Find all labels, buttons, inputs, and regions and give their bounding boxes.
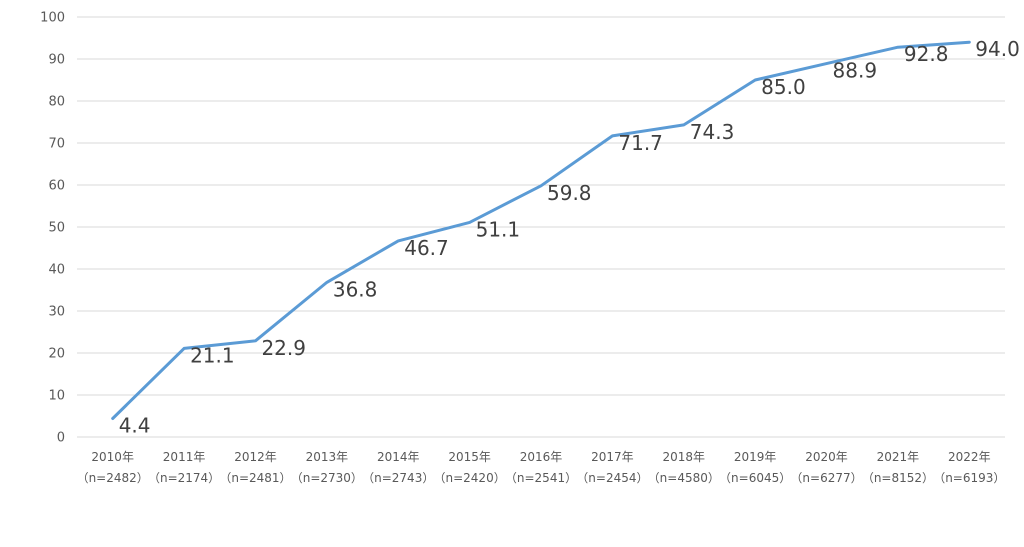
data-label: 71.7 (618, 131, 663, 155)
x-tick-year: 2010年 (91, 450, 134, 464)
data-label: 51.1 (476, 217, 521, 241)
x-tick-year: 2022年 (948, 450, 991, 464)
x-tick-sample-size: （n=2420） (434, 471, 506, 485)
x-tick-year: 2018年 (662, 450, 705, 464)
x-tick-year: 2020年 (805, 450, 848, 464)
data-label: 74.3 (690, 120, 735, 144)
y-tick-label: 100 (40, 11, 65, 26)
data-label: 94.0 (975, 37, 1020, 61)
y-tick-label: 70 (48, 137, 65, 152)
x-tick-sample-size: （n=2743） (362, 471, 434, 485)
y-axis: 0 10 20 30 40 50 60 70 80 90 100 (40, 11, 65, 446)
y-tick-label: 10 (48, 389, 65, 404)
x-tick-sample-size: （n=2481） (219, 471, 291, 485)
x-tick-sample-size: （n=6045） (719, 471, 791, 485)
x-tick-year: 2021年 (877, 450, 920, 464)
x-tick-year: 2015年 (448, 450, 491, 464)
y-tick-label: 90 (48, 53, 65, 68)
data-label: 36.8 (333, 277, 378, 301)
data-label: 46.7 (404, 236, 449, 260)
x-tick-sample-size: （n=6193） (933, 471, 1005, 485)
x-tick-sample-size: （n=6277） (790, 471, 862, 485)
data-label: 85.0 (761, 75, 806, 99)
series-group (111, 40, 971, 420)
y-tick-label: 80 (48, 95, 65, 110)
data-label: 59.8 (547, 181, 592, 205)
x-tick-sample-size: （n=2541） (505, 471, 577, 485)
x-tick-sample-size: （n=8152） (862, 471, 934, 485)
x-tick-year: 2019年 (734, 450, 777, 464)
x-tick-sample-size: （n=2174） (148, 471, 220, 485)
data-label: 92.8 (904, 42, 949, 66)
data-label: 4.4 (119, 414, 151, 438)
x-tick-year: 2011年 (163, 450, 206, 464)
x-tick-year: 2014年 (377, 450, 420, 464)
data-label: 88.9 (833, 59, 878, 83)
x-tick-sample-size: （n=2482） (77, 471, 149, 485)
x-tick-year: 2013年 (306, 450, 349, 464)
x-tick-year: 2012年 (234, 450, 277, 464)
x-tick-year: 2017年 (591, 450, 634, 464)
y-tick-label: 50 (48, 221, 65, 236)
y-tick-label: 30 (48, 305, 65, 320)
y-tick-label: 40 (48, 263, 65, 278)
x-tick-sample-size: （n=4580） (648, 471, 720, 485)
series-line (111, 40, 971, 420)
y-tick-label: 0 (57, 431, 65, 446)
y-tick-label: 20 (48, 347, 65, 362)
data-label: 22.9 (261, 336, 306, 360)
y-tick-label: 60 (48, 179, 65, 194)
x-tick-year: 2016年 (520, 450, 563, 464)
x-tick-sample-size: （n=2730） (291, 471, 363, 485)
data-labels: 4.4 21.1 22.9 36.8 46.7 51.1 59.8 71.7 74.3 85.0 8… (119, 37, 1020, 437)
x-tick-sample-size: （n=2454） (576, 471, 648, 485)
x-axis: 2010年 （n=2482） 2011年 （n=2174） 2012年 （n=2481） 2… (77, 450, 1006, 485)
data-label: 21.1 (190, 343, 235, 367)
